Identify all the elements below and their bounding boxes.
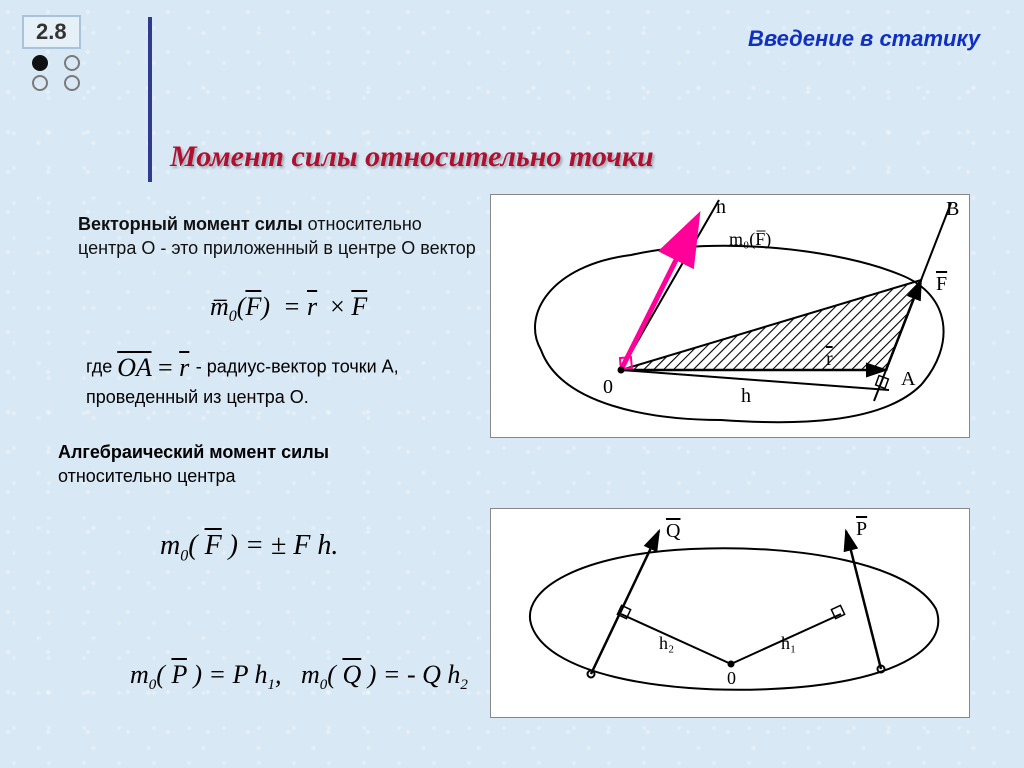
- inline-formula-oa: OA = r: [117, 353, 196, 382]
- figure-algebraic-moment-svg: Q P h₂ h₁ 0: [491, 509, 971, 719]
- fig1-label-b: B: [946, 198, 959, 220]
- formula-vector-moment: m̅0(F) = r × F: [210, 292, 367, 326]
- formula-algebraic-moment: m0( F ) = ± F h.: [160, 530, 338, 566]
- fig1-label-o: 0: [603, 376, 613, 398]
- bullet-filled: [32, 55, 48, 71]
- section-number: 2.8: [36, 19, 67, 44]
- fig2-label-p: P: [856, 518, 867, 540]
- page-title: Момент силы относительно точки: [170, 140, 654, 174]
- paragraph-where: где OA = r - радиус-вектор точки А, пров…: [86, 350, 486, 409]
- fig2-vec-q: [591, 531, 659, 674]
- fig2-label-h2: h₂: [659, 633, 674, 653]
- fig2-vec-p: [846, 531, 881, 669]
- vertical-rule: [148, 17, 152, 182]
- figure-moment-vector-svg: n B A 0 h r F m₀(F̅): [491, 195, 971, 439]
- section-number-box: 2.8: [22, 15, 81, 49]
- fig1-vec-moment: [621, 220, 696, 370]
- fig1-label-r: r: [826, 348, 833, 370]
- fig1-line-h: [621, 370, 889, 390]
- paragraph-vector-moment: Векторный момент силы относительно центр…: [78, 212, 478, 261]
- bullet-grid: [32, 55, 80, 95]
- fig2-label-o: 0: [727, 668, 736, 688]
- bullet-outline: [64, 75, 80, 91]
- bullet-outline: [32, 75, 48, 91]
- formula-examples: m0( P ) = P h1, m0( Q ) = - Q h2: [130, 660, 468, 694]
- fig1-label-h: h: [741, 385, 751, 407]
- bullet-outline: [64, 55, 80, 71]
- fig2-seg-h2: [621, 614, 731, 664]
- page-header: Введение в статику: [748, 26, 980, 52]
- figure-moment-vector: n B A 0 h r F m₀(F̅): [490, 194, 970, 438]
- fig1-point-o: [618, 367, 625, 374]
- figure-algebraic-moment: Q P h₂ h₁ 0: [490, 508, 970, 718]
- fig1-label-m0f: m₀(F̅): [729, 229, 771, 250]
- fig2-label-q: Q: [666, 520, 681, 542]
- fig1-label-a: A: [901, 368, 916, 390]
- fig1-label-n: n: [716, 196, 726, 218]
- paragraph-algebraic-moment: Алгебраический момент силы относительно …: [58, 440, 458, 489]
- fig2-label-h1: h₁: [781, 633, 796, 653]
- fig1-label-f: F: [936, 273, 947, 295]
